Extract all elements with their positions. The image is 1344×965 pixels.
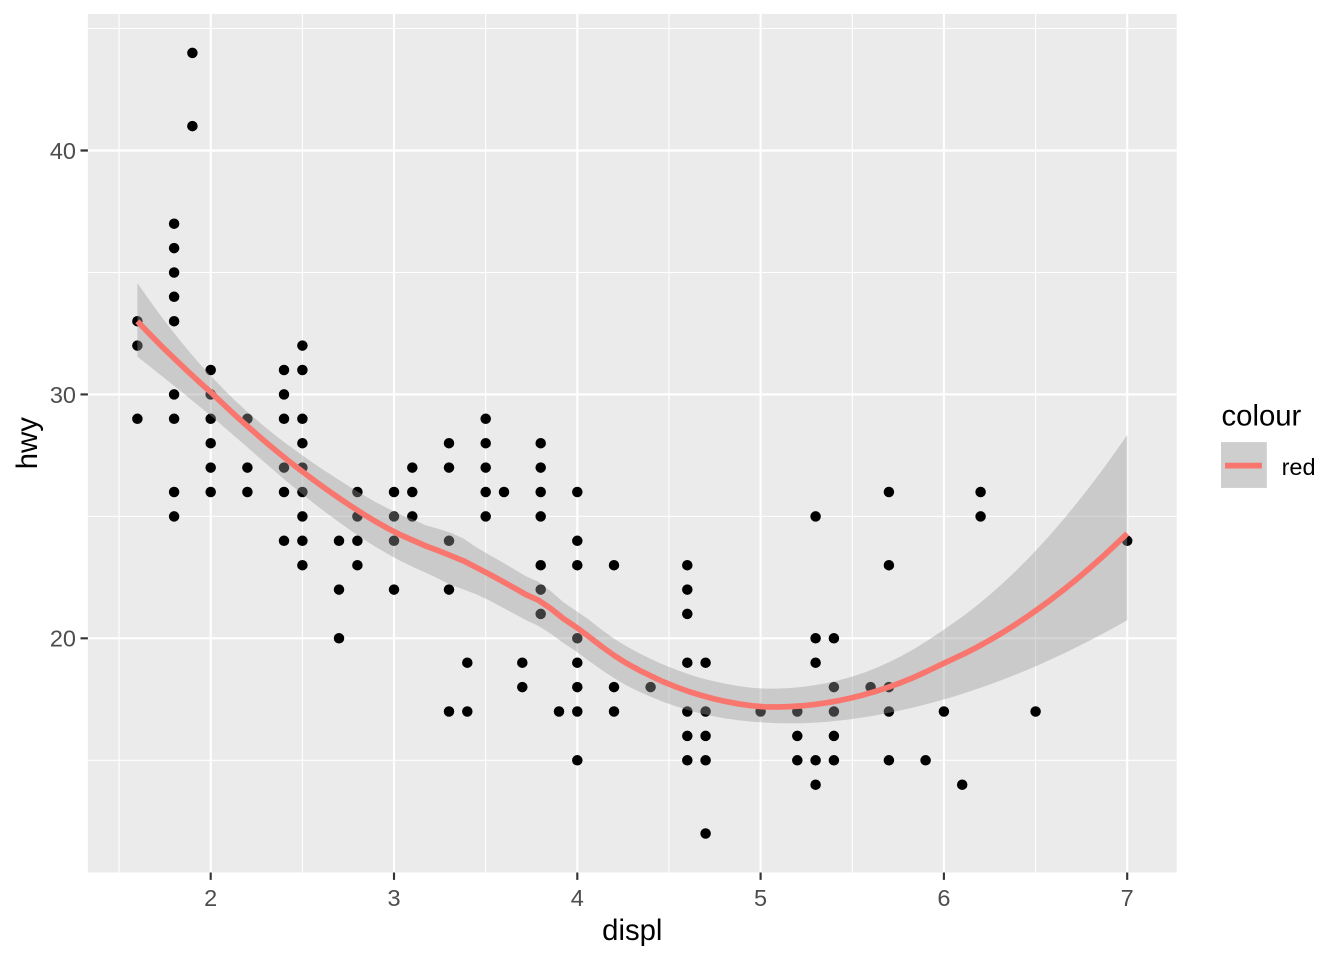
svg-text:2: 2	[204, 885, 217, 911]
svg-text:4: 4	[571, 885, 584, 911]
svg-text:3: 3	[387, 885, 400, 911]
svg-text:colour: colour	[1222, 399, 1302, 432]
svg-text:40: 40	[50, 138, 76, 164]
svg-text:30: 30	[50, 382, 76, 408]
svg-text:20: 20	[50, 626, 76, 652]
svg-text:red: red	[1282, 454, 1316, 480]
svg-text:hwy: hwy	[11, 417, 44, 469]
svg-text:6: 6	[937, 885, 950, 911]
svg-text:5: 5	[754, 885, 767, 911]
svg-text:7: 7	[1121, 885, 1134, 911]
svg-text:displ: displ	[602, 914, 662, 947]
